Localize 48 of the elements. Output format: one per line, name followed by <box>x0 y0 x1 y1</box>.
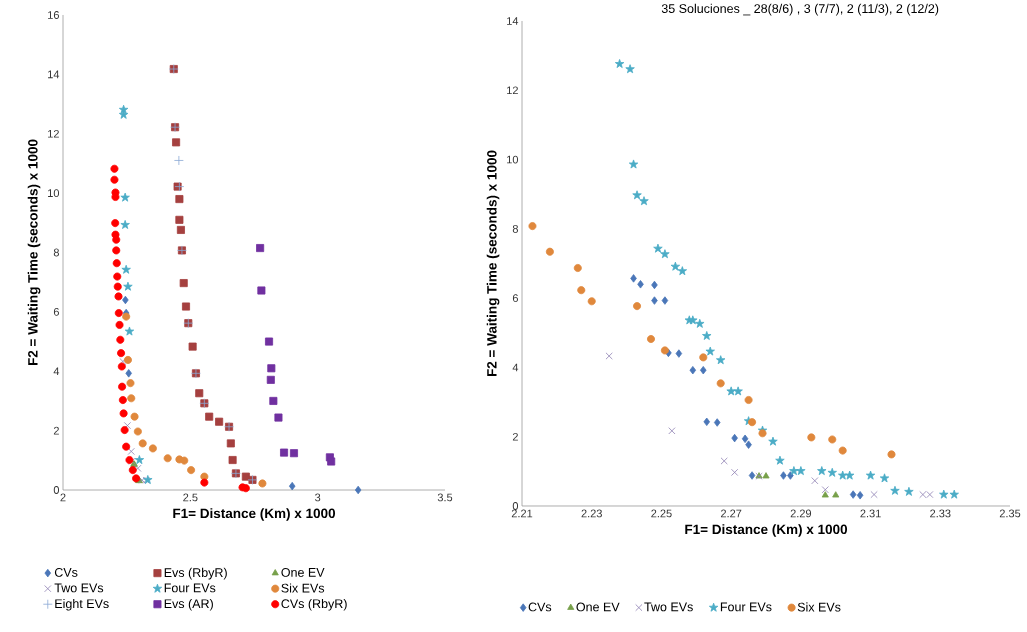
x-tick-label: 2.23 <box>581 509 602 518</box>
legend-label: Eight EVs <box>55 598 109 611</box>
y-tick-label: 8 <box>512 224 518 233</box>
legend-label: CVs (RbyR) <box>281 598 347 611</box>
legend-label: Evs (AR) <box>164 598 213 611</box>
x-tick-label: 2 <box>60 493 66 502</box>
legend-label: Four EVs <box>164 583 216 593</box>
y-tick-label: 6 <box>53 307 59 316</box>
x-axis-title: F1= Distance (Km) x 1000 <box>173 508 336 521</box>
y-tick-label: 14 <box>48 70 60 79</box>
legend-label: Six EVs <box>797 602 841 612</box>
legend-label: Six EVs <box>281 583 325 593</box>
y-tick-label: 4 <box>53 367 60 376</box>
x-tick-label: 2.21 <box>511 509 533 518</box>
x-axis-title: F1= Distance (Km) x 1000 <box>685 524 848 537</box>
legend-label: CVs <box>54 568 78 577</box>
y-tick-label: 6 <box>512 294 518 303</box>
x-tick-label: 2.5 <box>183 493 198 502</box>
y-tick-label: 10 <box>507 155 519 164</box>
chart-title: 35 Soluciones _ 28(8/6) , 3 (7/7), 2 (11/3), 2 (12/2) <box>661 3 939 16</box>
y-tick-label: 2 <box>53 426 59 435</box>
legend-label: Evs (RbyR) <box>164 567 227 580</box>
y-axis-title: F2 = Waiting Time (seconds) x 1000 <box>27 139 41 366</box>
x-tick-label: 3.5 <box>437 493 453 502</box>
x-tick-label: 2.33 <box>930 509 951 518</box>
y-tick-label: 10 <box>48 189 60 198</box>
legend-label: One EV <box>576 602 620 612</box>
x-tick-label: 2.25 <box>651 509 672 518</box>
y-tick-label: 12 <box>507 86 518 95</box>
x-tick-label: 2.35 <box>999 509 1021 518</box>
y-tick-label: 4 <box>512 363 519 372</box>
legend-label: Four EVs <box>720 602 772 612</box>
x-tick-label: 3 <box>315 493 321 502</box>
legend-label: Two EVs <box>54 583 104 593</box>
x-tick-label: 2.29 <box>790 509 812 518</box>
y-tick-label: 16 <box>48 11 59 19</box>
legend-label: One EV <box>281 568 325 577</box>
y-tick-label: 12 <box>48 129 59 138</box>
y-tick-label: 0 <box>512 502 519 510</box>
y-tick-label: 14 <box>507 17 519 25</box>
x-tick-label: 2.27 <box>721 509 742 518</box>
y-tick-label: 8 <box>53 248 59 257</box>
x-tick-label: 2.31 <box>860 509 881 518</box>
legend-label: Two EVs <box>644 602 693 612</box>
y-tick-label: 2 <box>512 432 518 441</box>
legend-label: CVs <box>528 602 552 612</box>
y-tick-label: 0 <box>53 486 60 494</box>
y-axis-title: F2 = Waiting Time (seconds) x 1000 <box>486 150 500 377</box>
